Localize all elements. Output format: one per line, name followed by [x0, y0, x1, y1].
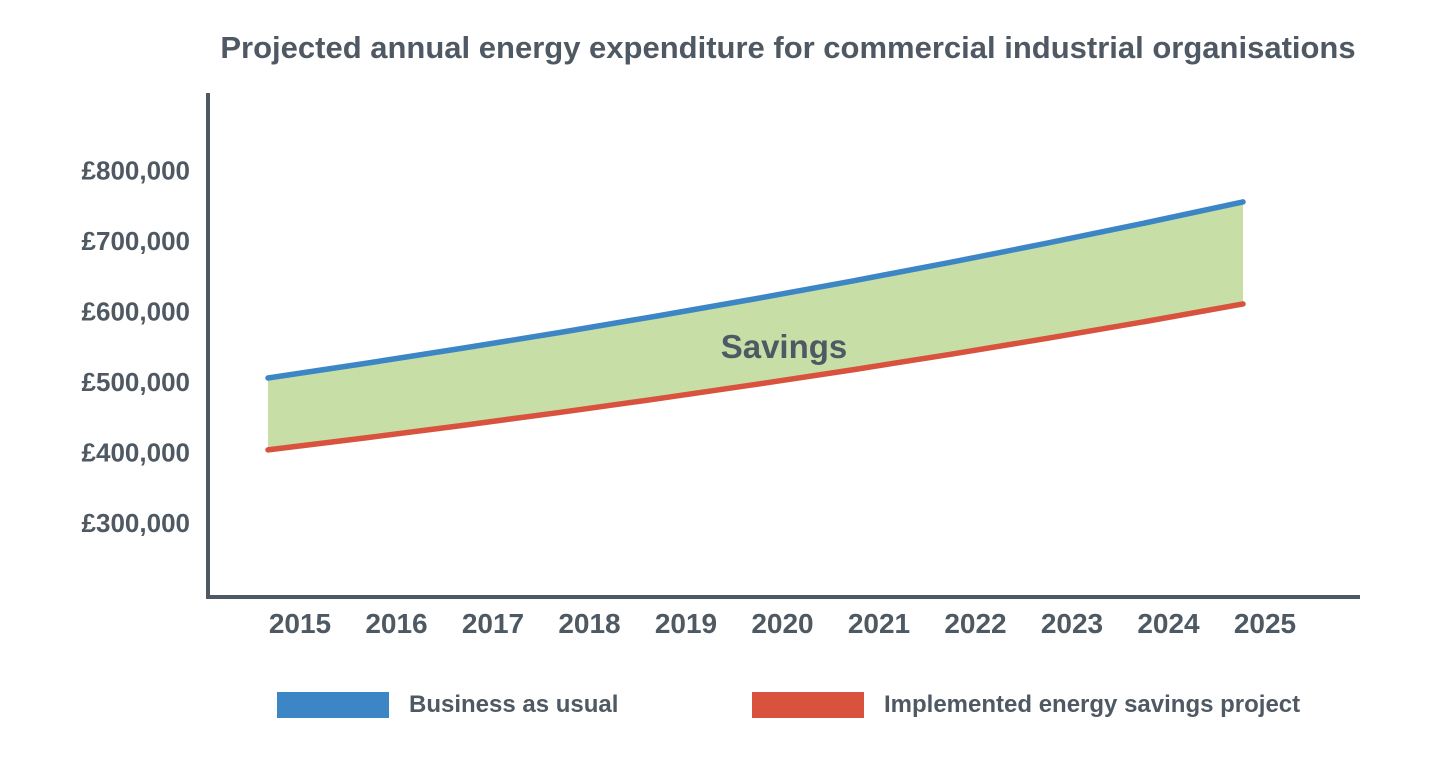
y-tick-label: £300,000 — [82, 508, 190, 538]
legend-label-business-as-usual: Business as usual — [409, 690, 619, 718]
series-line-business-as-usual — [265, 199, 1246, 381]
x-tick-label: 2015 — [269, 608, 331, 639]
savings-label: Savings — [721, 328, 848, 365]
x-tick-label: 2025 — [1234, 608, 1296, 639]
x-tick-label: 2016 — [365, 608, 427, 639]
x-tick-label: 2020 — [751, 608, 813, 639]
x-tick-label: 2021 — [848, 608, 910, 639]
x-tick-label: 2023 — [1041, 608, 1103, 639]
savings-band — [268, 201, 1243, 450]
series-line-energy-savings-project — [265, 301, 1246, 453]
x-tick-label: 2017 — [462, 608, 524, 639]
x-tick-label: 2018 — [558, 608, 620, 639]
y-tick-label: £800,000 — [82, 156, 190, 186]
legend-item-business-as-usual: Business as usual — [277, 691, 618, 718]
axes — [206, 93, 1360, 599]
y-tick-label: £700,000 — [82, 226, 190, 256]
y-tick-label: £500,000 — [82, 367, 190, 397]
legend: Business as usual Implemented energy sav… — [0, 691, 1438, 718]
legend-swatch-blue — [277, 691, 389, 718]
chart-title: Projected annual energy expenditure for … — [220, 30, 1356, 65]
y-tick-label: £600,000 — [82, 297, 190, 327]
legend-label-energy-savings-project: Implemented energy savings project — [884, 690, 1301, 718]
x-tick-label: 2019 — [655, 608, 717, 639]
legend-item-energy-savings-project: Implemented energy savings project — [752, 691, 1300, 718]
x-tick-label: 2024 — [1137, 608, 1200, 639]
legend-swatch-red — [752, 691, 864, 718]
x-tick-label: 2022 — [944, 608, 1006, 639]
y-tick-label: £400,000 — [82, 438, 190, 468]
